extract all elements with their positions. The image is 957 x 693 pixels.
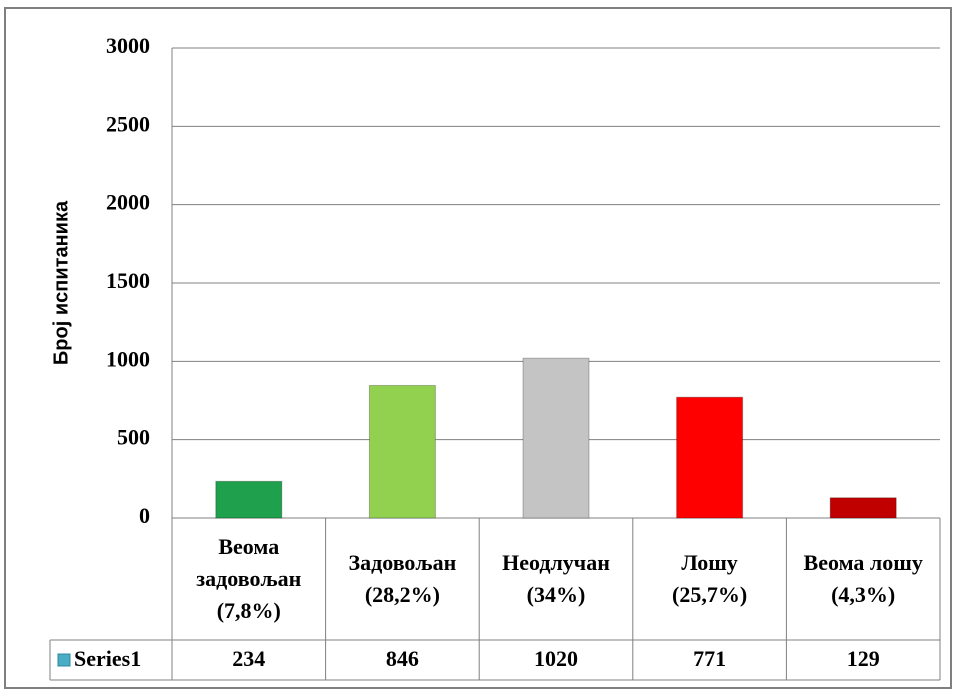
table-value: 234 [232, 646, 265, 671]
bar [522, 357, 590, 519]
y-axis-title: Број испитаника [50, 200, 72, 365]
x-tick-cell: Веома задовољан (7,8%) [196, 534, 302, 623]
table-value: 771 [693, 646, 726, 671]
x-tick-label: Веома задовољан (7,8%) [196, 534, 302, 623]
bar [829, 497, 897, 519]
table-value: 846 [386, 646, 419, 671]
x-tick-label: Неодлучан (34%) [502, 550, 610, 607]
bar [215, 480, 283, 519]
chart-border [4, 7, 952, 689]
bar [368, 384, 436, 519]
x-tick-cell: Веома лошу (4,3%) [803, 550, 923, 607]
y-tick-label: 0 [139, 503, 150, 528]
x-tick-label: Задовољан (28,2%) [348, 550, 457, 607]
y-tick-label: 2000 [106, 190, 150, 215]
x-tick-cell: Неодлучан (34%) [502, 550, 610, 607]
x-tick-label: Веома лошу (4,3%) [803, 550, 923, 607]
bar [676, 396, 744, 519]
y-tick-label: 1000 [106, 346, 150, 371]
y-tick-label: 3000 [106, 33, 150, 58]
x-tick-cell: Задовољан (28,2%) [348, 550, 457, 607]
x-tick-cell: Лошу (25,7%) [672, 550, 748, 607]
y-tick-label: 500 [117, 425, 150, 450]
table-value: 1020 [534, 646, 578, 671]
x-tick-label: Лошу (25,7%) [672, 550, 748, 607]
table-value: 129 [847, 646, 880, 671]
legend-key [57, 653, 71, 667]
y-tick-label: 1500 [106, 268, 150, 293]
y-tick-label: 2500 [106, 111, 150, 136]
legend-label: Series1 [74, 646, 141, 671]
